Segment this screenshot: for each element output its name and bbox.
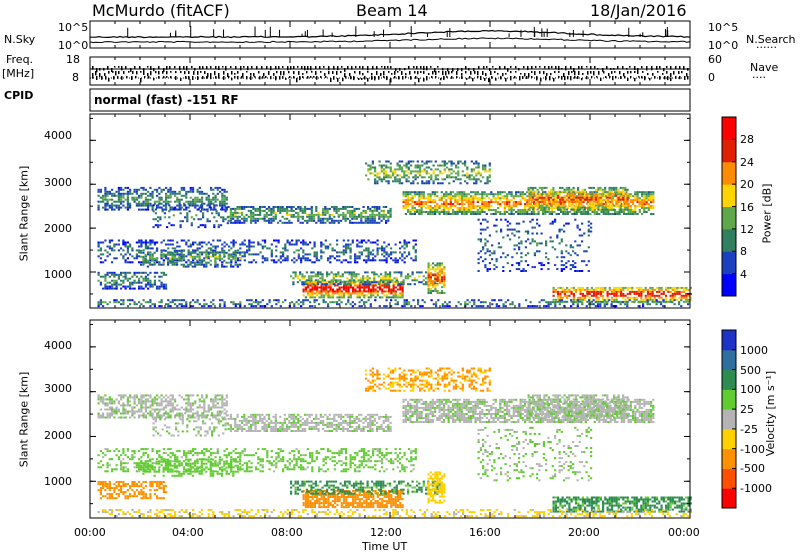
- radar-title: McMurdo (fitACF): [92, 1, 230, 20]
- freq-label: Freq.: [6, 53, 34, 66]
- nsearch-line: [89, 37, 691, 44]
- power-ytick-2000: 2000: [44, 222, 72, 235]
- noise-tick-left-high: 10^5: [58, 21, 89, 34]
- nsearch-dots: ······: [756, 41, 777, 54]
- power-ytick-4000: 4000: [44, 129, 72, 142]
- cpid-panel: [89, 88, 691, 112]
- power-cbar-tick-label: 8: [740, 245, 747, 259]
- velocity-cbar-tick-label: -100: [740, 442, 765, 456]
- velocity-heatmap: [89, 319, 692, 519]
- date-title: 18/Jan/2016: [590, 1, 687, 20]
- velocity-ytick-3000: 3000: [44, 382, 72, 395]
- nave-label: Nave: [750, 61, 779, 74]
- xtick-2400: 00:00: [668, 526, 700, 539]
- nave-tick-high: 60: [708, 53, 722, 66]
- xtick-1200: 12:00: [370, 526, 402, 539]
- velocity-cbar-swatch: [722, 369, 736, 390]
- velocity-cbar-tick-label: 500: [740, 363, 761, 377]
- nsky-line: [89, 29, 691, 39]
- noise-tick-right-high: 10^5: [708, 21, 739, 34]
- power-cbar-tick-label: 4: [740, 267, 747, 281]
- velocity-cbar-tick-label: -1000: [740, 482, 772, 496]
- freq-tick-high: 18: [66, 53, 80, 66]
- nave-dots: ····: [752, 71, 766, 84]
- velocity-cbar-swatch: [722, 468, 736, 489]
- xlabel: Time UT: [362, 540, 408, 553]
- power-cbar-swatch: [722, 161, 736, 185]
- power-cbar-swatch: [722, 228, 736, 252]
- power-cbar-tick-label: 28: [740, 133, 754, 147]
- velocity-ytick-2000: 2000: [44, 429, 72, 442]
- power-heatmap: [89, 113, 692, 309]
- velocity-cbar-swatch: [722, 428, 736, 450]
- power-colorbar: [721, 116, 737, 297]
- velocity-cbar-swatch: [722, 448, 736, 469]
- freq-unit-label: [MHz]: [2, 67, 35, 80]
- nsearch-label: N.Search: [746, 33, 796, 46]
- power-cbar-swatch: [722, 273, 736, 297]
- beam-title: Beam 14: [356, 1, 428, 20]
- power-cbar-tick-label: 24: [740, 155, 754, 169]
- nsky-label: N.Sky: [4, 33, 36, 46]
- xtick-0400: 04:00: [172, 526, 204, 539]
- velocity-cbar-tick-label: 100: [740, 383, 761, 397]
- velocity-cbar-tick-label: -500: [740, 462, 765, 476]
- power-cbar-swatch: [722, 184, 736, 207]
- xtick-1600: 16:00: [469, 526, 501, 539]
- cpid-text: normal (fast) -151 RF: [94, 93, 239, 107]
- power-cbar-tick-label: 20: [740, 178, 754, 192]
- aux-panels: [89, 20, 691, 112]
- power-cbar-swatch: [722, 139, 736, 163]
- xtick-0000: 00:00: [74, 526, 106, 539]
- velocity-cbar-swatch: [722, 330, 736, 351]
- power-cbar-tick-label: 12: [740, 222, 754, 236]
- nave-tick-low: 0: [708, 71, 715, 84]
- power-cbar-swatch: [722, 117, 736, 140]
- xtick-0800: 08:00: [271, 526, 303, 539]
- noise-tick-right-low: 10^0: [708, 39, 739, 52]
- velocity-cbar-tick-label: 1000: [740, 343, 768, 357]
- power-cbar-tick-label: 16: [740, 200, 754, 214]
- velocity-cbar-tick-label: 25: [740, 403, 754, 417]
- velocity-cbar-tick-label: -25: [740, 422, 758, 436]
- power-ytick-3000: 3000: [44, 176, 72, 189]
- velocity-cbar-swatch: [722, 349, 736, 371]
- velocity-ytick-4000: 4000: [44, 339, 72, 352]
- velocity-colorbar: [721, 329, 737, 509]
- velocity-cbar-swatch: [722, 409, 736, 430]
- power-cbar-swatch: [722, 206, 736, 230]
- velocity-cbar-swatch: [722, 488, 736, 509]
- velocity-cbar-swatch: [722, 389, 736, 410]
- power-cbar-swatch: [722, 251, 736, 275]
- noise-tick-left-low: 10^0: [58, 39, 89, 52]
- cpid-label: CPID: [4, 89, 34, 102]
- velocity-ytick-1000: 1000: [44, 475, 72, 488]
- power-ytick-1000: 1000: [44, 268, 72, 281]
- xtick-2000: 20:00: [568, 526, 600, 539]
- freq-tick-low: 8: [72, 71, 79, 84]
